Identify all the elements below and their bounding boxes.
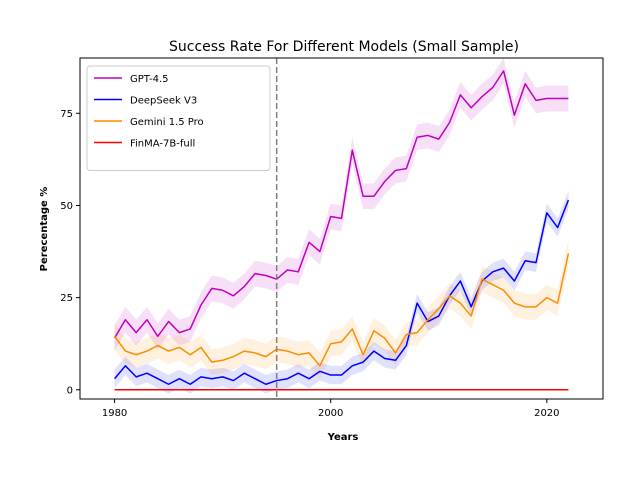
y-tick-label: 50 xyxy=(60,201,73,212)
y-axis: 0 25 50 75 xyxy=(60,109,80,396)
legend-label: Gemini 1.5 Pro xyxy=(130,117,204,128)
legend-item-gemini-1-5-pro: Gemini 1.5 Pro xyxy=(94,117,204,128)
band-gpt-4-5 xyxy=(114,58,569,352)
x-tick-label: 2000 xyxy=(318,408,343,419)
series-gemini-1-5-pro xyxy=(113,253,570,367)
y-axis-label: Perecentage % xyxy=(39,187,50,272)
x-axis-label: Years xyxy=(327,432,359,443)
series-gpt-4-5 xyxy=(113,70,569,339)
y-tick-label: 75 xyxy=(60,109,73,120)
x-tick-label: 2020 xyxy=(534,408,559,419)
legend-label: GPT-4.5 xyxy=(130,74,168,85)
legend-item-finma-7b-full: FinMA-7B-full xyxy=(94,139,195,150)
plot-area-frame xyxy=(79,57,604,400)
legend-item-deepseek-v3: DeepSeek V3 xyxy=(94,96,197,107)
legend-item-gpt-4-5: GPT-4.5 xyxy=(94,74,168,85)
legend-label: FinMA-7B-full xyxy=(130,139,195,150)
legend-box xyxy=(86,65,271,171)
y-tick-label: 0 xyxy=(67,385,73,396)
band-gemini-1-5-pro xyxy=(114,240,569,379)
x-tick-label: 1980 xyxy=(102,408,127,419)
legend: GPT-4.5 DeepSeek V3 Gemini 1.5 Pro FinMA-7B… xyxy=(86,65,271,171)
x-axis: 1980 2000 2020 xyxy=(102,399,560,419)
y-tick-label: 25 xyxy=(60,293,73,304)
chart-title: Success Rate For Different Models (Small… xyxy=(169,39,519,55)
series-deepseek-v3 xyxy=(114,199,570,386)
series-lines xyxy=(113,70,570,391)
legend-label: DeepSeek V3 xyxy=(130,96,197,107)
